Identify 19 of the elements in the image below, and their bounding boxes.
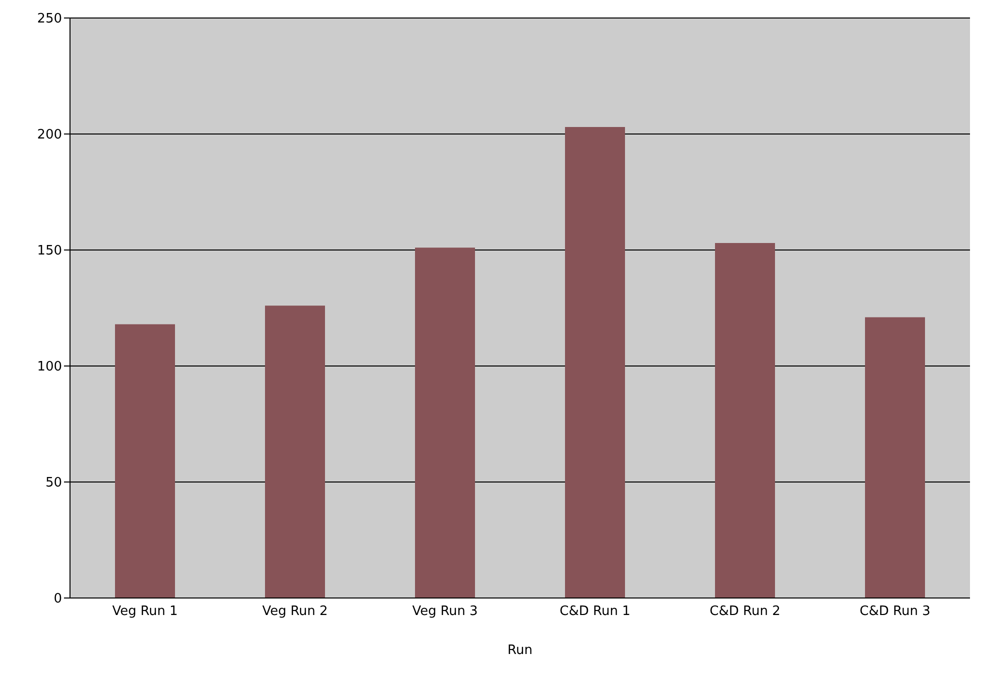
x-tick-label: Veg Run 3 xyxy=(412,604,478,620)
y-tick-label: 200 xyxy=(37,128,62,143)
bar xyxy=(115,324,175,598)
bar xyxy=(865,317,925,598)
bar xyxy=(565,127,625,598)
bar xyxy=(415,248,475,598)
y-tick-label: 50 xyxy=(45,476,62,491)
x-tick-label: C&D Run 2 xyxy=(710,604,780,620)
bar xyxy=(715,243,775,598)
y-tick-label: 150 xyxy=(37,244,62,259)
bar xyxy=(265,306,325,598)
x-tick-label: C&D Run 3 xyxy=(860,604,930,620)
x-axis-title: Run xyxy=(508,643,532,658)
x-tick-label: Veg Run 2 xyxy=(262,604,328,620)
x-tick-label: Veg Run 1 xyxy=(112,604,178,620)
y-tick-label: 100 xyxy=(37,360,62,375)
y-tick-label: 250 xyxy=(37,12,62,27)
y-tick-label: 0 xyxy=(54,592,62,607)
x-tick-label: C&D Run 1 xyxy=(560,604,630,620)
